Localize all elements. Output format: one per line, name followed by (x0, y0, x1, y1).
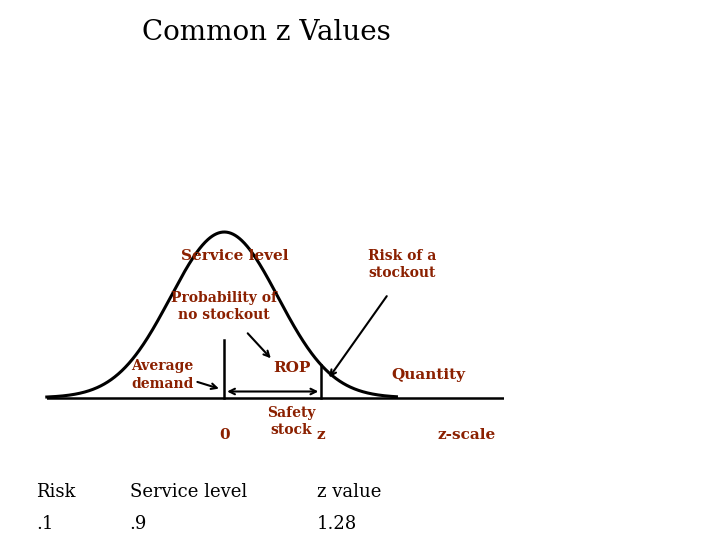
Text: Risk of a
stockout: Risk of a stockout (368, 249, 436, 280)
Text: Risk: Risk (36, 483, 76, 501)
Text: Service level: Service level (181, 249, 289, 264)
Text: Service level: Service level (130, 483, 247, 501)
Text: ROP: ROP (273, 361, 310, 375)
Text: .1: .1 (36, 515, 53, 532)
Text: Quantity: Quantity (392, 368, 466, 382)
Text: Common z Values: Common z Values (142, 19, 391, 46)
Text: .9: .9 (130, 515, 147, 532)
Text: 0: 0 (219, 428, 230, 442)
Text: z value: z value (317, 483, 381, 501)
Text: z: z (317, 428, 325, 442)
Text: Safety
stock: Safety stock (267, 406, 316, 437)
Text: Probability of
no stockout: Probability of no stockout (171, 291, 277, 322)
Text: Average
demand: Average demand (131, 359, 194, 390)
Text: 1.28: 1.28 (317, 515, 357, 532)
Text: z-scale: z-scale (437, 428, 495, 442)
